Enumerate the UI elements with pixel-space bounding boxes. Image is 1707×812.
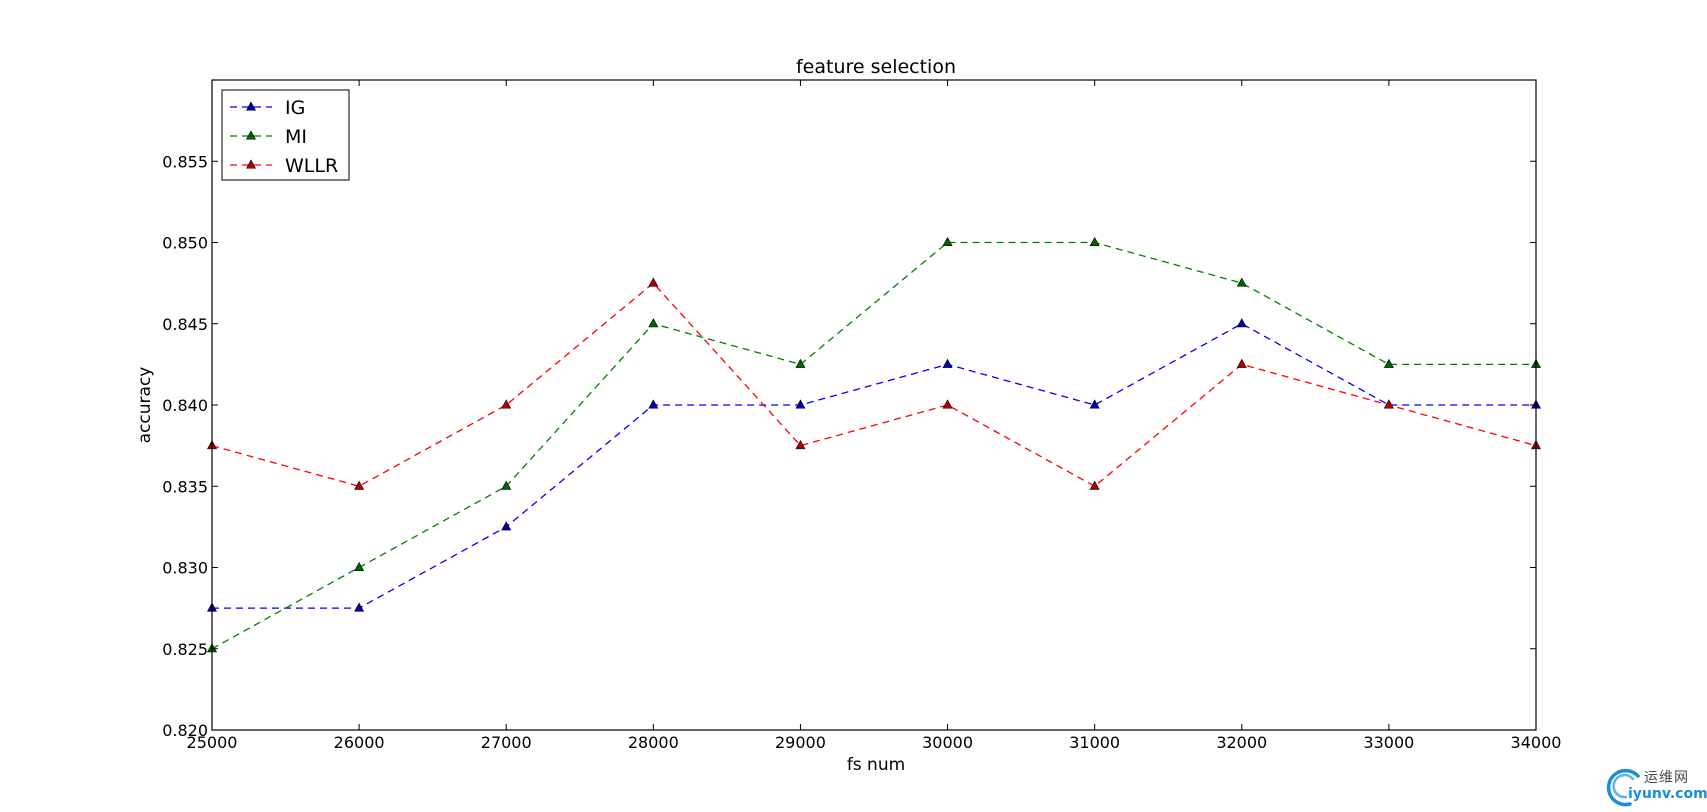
y-axis-label: accuracy xyxy=(135,367,155,444)
y-tick-label: 0.825 xyxy=(162,640,208,659)
data-point-wllr xyxy=(501,399,512,409)
data-point-ig xyxy=(1089,399,1100,409)
watermark-cn-text: 运维网 xyxy=(1644,770,1689,786)
legend-marker-wllr xyxy=(245,159,257,169)
data-point-wllr xyxy=(1236,358,1247,368)
data-point-mi xyxy=(1236,277,1247,287)
data-point-wllr xyxy=(1089,480,1100,490)
data-point-wllr xyxy=(942,399,953,409)
series-line-wllr xyxy=(211,282,1537,488)
data-point-wllr xyxy=(1383,399,1394,409)
y-tick-label: 0.845 xyxy=(162,315,208,334)
plot-frame xyxy=(211,79,1537,731)
legend: IG MI WLLR xyxy=(221,89,350,181)
data-point-mi xyxy=(1089,236,1100,247)
y-tick-label: 0.830 xyxy=(162,559,208,578)
data-point-mi xyxy=(1383,358,1394,368)
data-point-ig xyxy=(1236,318,1247,328)
y-tick-label: 0.840 xyxy=(162,396,208,415)
watermark-logo: 运维网 iyunv.com xyxy=(1600,764,1707,808)
data-point-ig xyxy=(942,358,953,368)
y-tick-label: 0.820 xyxy=(162,721,208,740)
data-point-wllr xyxy=(795,439,806,450)
chart-title: feature selection xyxy=(796,56,956,78)
legend-marker-ig xyxy=(245,101,257,111)
data-point-mi xyxy=(795,358,806,368)
axis-ticks: 25000 26000 27000 28000 29000 30000 31000 32000… xyxy=(162,80,1561,752)
data-point-mi xyxy=(354,561,365,572)
data-point-ig xyxy=(795,399,806,409)
legend-label-ig: IG xyxy=(285,97,305,119)
data-point-ig xyxy=(501,521,512,531)
x-tick-label: 34000 xyxy=(1511,733,1562,752)
series-line-ig xyxy=(212,323,1536,609)
legend-marker-mi xyxy=(245,130,257,140)
x-tick-label: 26000 xyxy=(334,733,385,752)
y-tick-label: 0.850 xyxy=(162,234,208,253)
x-tick-label: 28000 xyxy=(628,733,679,752)
watermark-url-text: iyunv.com xyxy=(1628,786,1707,802)
x-axis-label: fs num xyxy=(847,755,905,775)
data-point-ig xyxy=(648,399,659,409)
x-tick-label: 30000 xyxy=(922,733,973,752)
legend-label-wllr: WLLR xyxy=(285,155,338,177)
y-tick-label: 0.855 xyxy=(162,152,208,171)
data-point-mi xyxy=(942,236,953,247)
plot-area xyxy=(206,236,1542,653)
data-point-ig xyxy=(354,602,365,612)
data-point-mi xyxy=(648,318,659,328)
y-tick-label: 0.835 xyxy=(162,477,208,496)
x-tick-label: 31000 xyxy=(1069,733,1120,752)
x-tick-label: 27000 xyxy=(481,733,532,752)
data-point-wllr xyxy=(354,480,365,490)
data-point-wllr xyxy=(648,277,659,287)
data-point-mi xyxy=(501,480,512,490)
legend-label-mi: MI xyxy=(285,126,307,148)
x-tick-label: 29000 xyxy=(775,733,826,752)
watermark-swirl-icon xyxy=(1606,768,1640,807)
series-line-mi xyxy=(211,241,1536,650)
x-tick-label: 32000 xyxy=(1216,733,1267,752)
x-tick-label: 33000 xyxy=(1363,733,1414,752)
x-tick-label: 25000 xyxy=(187,733,238,752)
